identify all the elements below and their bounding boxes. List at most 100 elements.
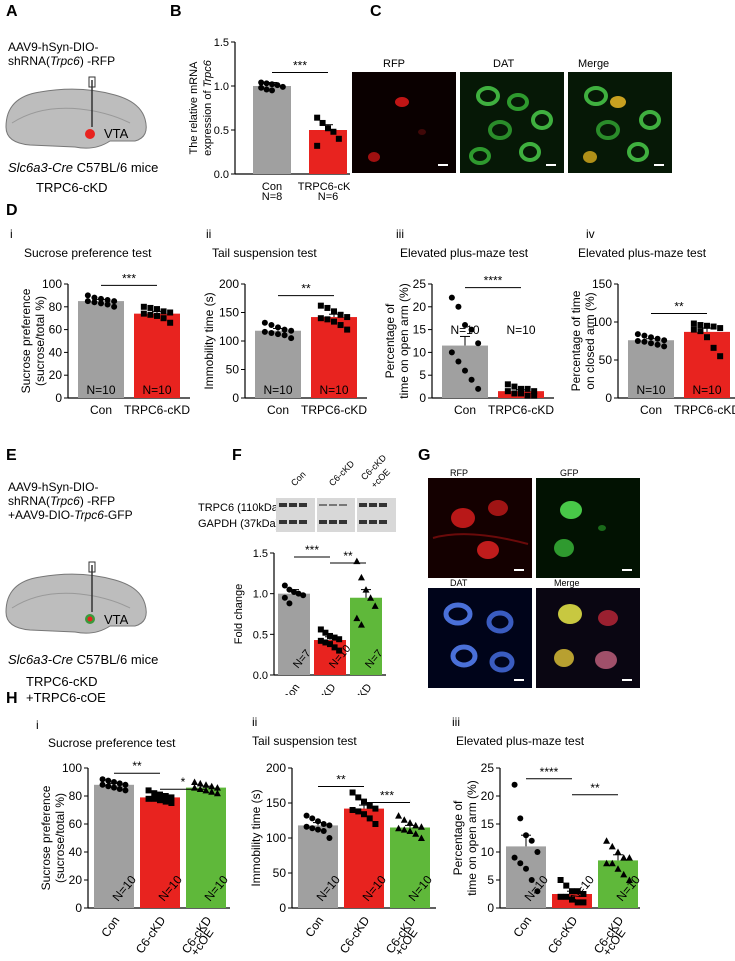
chart-dii-point: [288, 327, 295, 334]
chart-diii-ylabel: Percentage of: [383, 303, 397, 378]
chart-dii-point: [331, 318, 337, 325]
chart-f-point: [317, 626, 324, 633]
chart-hi-ylabel: Sucrose preference: [39, 785, 53, 890]
chart-div-point: [710, 323, 717, 330]
chart-diii-point: [455, 358, 462, 365]
micrograph-dat-c: [460, 72, 564, 173]
chart-title-dii: Tail suspension test: [212, 246, 317, 260]
micrograph-merge-c: [568, 72, 672, 173]
chart-hi-bar-0: [94, 784, 134, 908]
chart-hiii-point: [603, 859, 611, 867]
micrograph-rfp-c: [352, 72, 456, 173]
chart-b-xtick-label-0: Con: [262, 181, 282, 193]
chart-hi-point: [105, 783, 112, 790]
chart-b-ylabel: The relative mRNA: [188, 61, 200, 155]
chart-diii-point: [524, 392, 531, 399]
chart-hii-point: [309, 825, 316, 832]
chart-hii-point: [412, 821, 420, 829]
chart-dii-point: [337, 311, 344, 318]
chart-hiii-point: [608, 842, 616, 850]
chart-b-ytick-label: 1.5: [214, 37, 229, 49]
chart-hii-point: [406, 819, 414, 826]
chart-di-point: [140, 303, 147, 310]
chart-diii-ytick-label: 0: [419, 391, 426, 405]
chart-hi-point: [145, 795, 152, 802]
chart-b-point: [269, 87, 275, 94]
chart-diii-point: [475, 385, 482, 392]
chart-dii-ytick-label: 100: [219, 334, 239, 348]
chart-div-point: [697, 328, 704, 335]
sub-label-h-ii: ii: [252, 715, 258, 729]
chart-dii-point: [268, 322, 275, 329]
chart-diii-point: [511, 390, 518, 397]
panel-letter-d: D: [6, 202, 18, 219]
chart-diii-point: [462, 367, 468, 374]
chart-b-n-label-0: N=8: [262, 191, 283, 200]
chart-di-bar-1: [134, 313, 180, 398]
chart-dii-ytick-label: 150: [219, 306, 239, 320]
chart-div-point: [717, 353, 724, 360]
chart-di-ytick-label: 60: [49, 323, 63, 337]
chart-div-ytick-label: 150: [592, 277, 612, 291]
chart-hiii-xtick-label-1: C6-cKD: [545, 913, 581, 956]
chart-hi-point: [202, 786, 210, 794]
chart-hiii-ylabel: Percentage of: [451, 800, 465, 875]
chart-di-ytick-label: 0: [55, 391, 62, 405]
chart-hii-point: [372, 821, 379, 827]
chart-hii-point: [412, 830, 420, 837]
chart-hii-point: [326, 835, 333, 841]
chart-hii-ytick-label: 0: [279, 901, 286, 915]
chart-div-point: [690, 320, 697, 327]
chart-hii-ylabel: Immobility time (s): [249, 789, 263, 886]
chart-hii-point: [361, 798, 367, 805]
chart-title-hii: Tail suspension test: [252, 734, 357, 748]
chart-f-point: [327, 632, 333, 639]
chart-hi-ytick-label: 40: [69, 845, 83, 859]
chart-dii-point: [344, 314, 351, 321]
chart-b-point: [279, 83, 286, 90]
chart-hii-point: [320, 828, 327, 834]
chart-f-ytick-label: 1.5: [253, 548, 268, 560]
chart-f-point: [322, 629, 329, 636]
chart-hii-point: [366, 802, 373, 809]
chart-f-ytick-label: 0.0: [253, 670, 268, 682]
chart-div-point: [661, 343, 668, 350]
sub-label-d-ii: ii: [206, 227, 212, 241]
chart-hii-point: [355, 794, 362, 801]
chart-dii-ylabel: Immobility time (s): [202, 292, 216, 389]
micro-label-gfp-g: GFP: [560, 468, 579, 478]
chart-hiii-ytick-label: 10: [481, 845, 495, 859]
group-label-e-2: +TRPC6-cOE: [26, 690, 106, 705]
chart-b-bar-0: [253, 86, 291, 174]
chart-di-ylabel: (sucrose/total %): [33, 296, 47, 386]
chart-hii-point: [395, 824, 403, 832]
chart-hi-xtick-label-1: C6-cKD: [133, 913, 169, 956]
chart-dii-point: [324, 316, 331, 323]
chart-dii-xtick-label-1: TRPC6-cKD: [301, 403, 367, 417]
chart-f-point: [281, 582, 288, 589]
chart-div-point: [648, 340, 654, 347]
chart-hiii-point: [534, 888, 541, 895]
chart-dii-point: [317, 302, 324, 309]
chart-div-point: [717, 325, 724, 332]
chart-hi-point: [111, 784, 117, 791]
panel-letter-a: A: [6, 3, 18, 20]
chart-div-ytick-label: 0: [605, 391, 612, 405]
chart-hiii-point: [569, 896, 575, 903]
chart-hi-point: [168, 794, 175, 801]
chart-h-i: 0 20 40 60 80 100 Sucrose preference (sucrose/t…: [39, 759, 230, 958]
chart-hii-point: [406, 827, 414, 834]
chart-hii-point: [395, 812, 403, 819]
micro-label-merge-c: Merge: [578, 58, 610, 70]
chart-hi-point: [157, 791, 163, 798]
chart-diii-point: [518, 385, 524, 392]
chart-di-point: [167, 309, 174, 316]
chart-hii-point: [303, 812, 310, 819]
chart-di-point: [167, 319, 174, 326]
group-label-a: TRPC6-cKD: [36, 180, 108, 195]
micro-label-dat-g: DAT: [450, 578, 468, 588]
chart-f-point: [357, 621, 365, 628]
chart-di-point: [154, 306, 160, 313]
chart-f-point: [336, 636, 343, 643]
